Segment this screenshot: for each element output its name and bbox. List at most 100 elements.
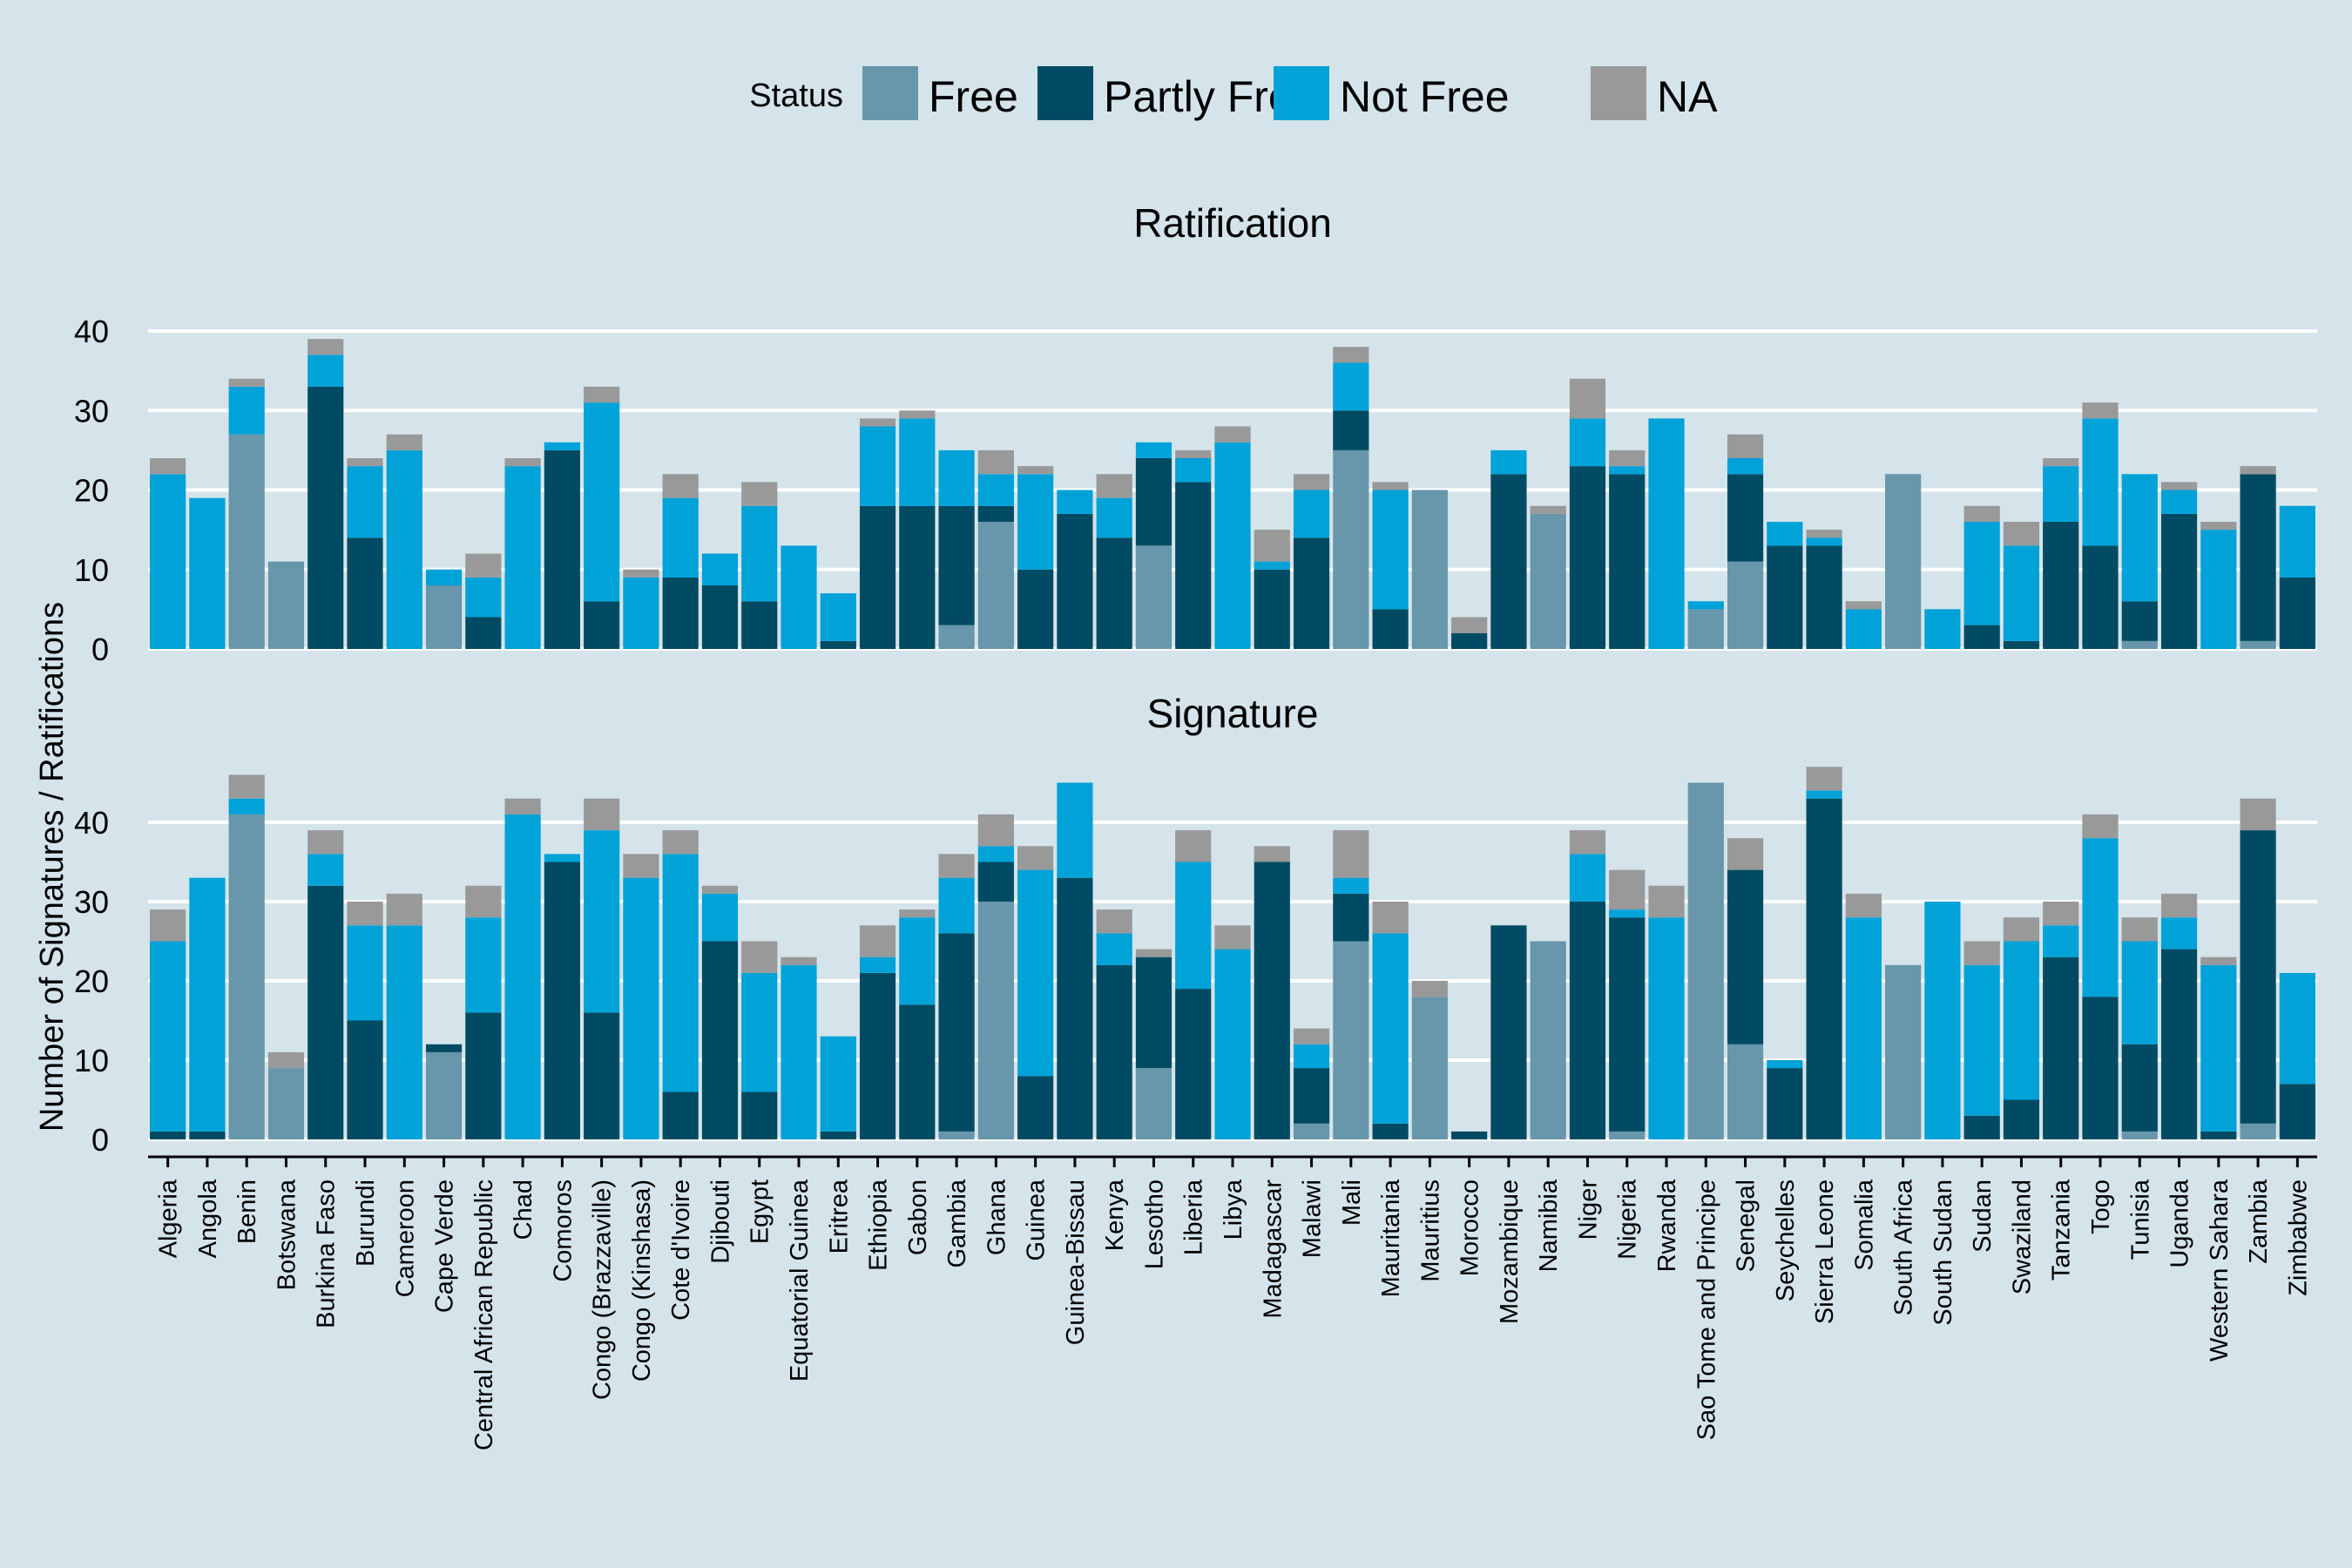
x-tick-label-burundi: Burundi — [352, 1179, 380, 1267]
bar-signature-egypt-partly-free — [741, 1092, 778, 1139]
bar-signature-algeria-na — [150, 909, 186, 942]
y-axis-label: Number of Signatures / Ratifications — [34, 602, 71, 1132]
bar-ratification-kenya-partly-free — [1096, 537, 1132, 649]
bar-ratification-togo-not-free — [2082, 418, 2119, 546]
bar-signature-central-african-republic-partly-free — [465, 1012, 502, 1139]
bar-signature-nigeria-free — [1609, 1131, 1646, 1139]
bar-ratification-mali-not-free — [1333, 362, 1369, 411]
legend-label-free: Free — [929, 72, 1018, 121]
x-tick-label-mozambique: Mozambique — [1496, 1179, 1524, 1324]
bar-ratification-madagascar-not-free — [1254, 561, 1290, 570]
bar-signature-gabon-partly-free — [899, 1004, 936, 1139]
bar-ratification-lesotho-free — [1135, 545, 1173, 649]
x-tick-label-sao-tome-and-principe: Sao Tome and Principe — [1693, 1179, 1720, 1440]
x-tick-label-sierra-leone: Sierra Leone — [1811, 1179, 1839, 1324]
bar-ratification-liberia-na — [1175, 449, 1212, 458]
legend-swatch-partly-free — [1037, 66, 1093, 120]
bar-signature-ghana-na — [977, 814, 1014, 847]
bar-ratification-madagascar-na — [1254, 530, 1290, 562]
x-tick-label-uganda: Uganda — [2166, 1179, 2194, 1267]
bar-ratification-guinea-partly-free — [1017, 569, 1054, 649]
legend-swatch-free — [862, 66, 918, 120]
bar-ratification-tanzania-na — [2043, 458, 2079, 467]
bar-ratification-uganda-not-free — [2160, 490, 2198, 514]
bar-signature-congo-brazzaville-na — [584, 798, 620, 831]
legend-title: Status — [749, 78, 843, 114]
x-tick-label-eritrea: Eritrea — [825, 1179, 853, 1254]
bar-ratification-south-africa-free — [1885, 474, 1922, 649]
bar-ratification-cameroon-not-free — [386, 449, 422, 649]
bar-signature-comoros-partly-free — [544, 862, 580, 1139]
bar-ratification-congo-kinshasa-na — [623, 569, 659, 578]
bar-ratification-central-african-republic-not-free — [465, 577, 502, 618]
bar-signature-malawi-not-free — [1293, 1044, 1330, 1069]
bar-ratification-mauritania-partly-free — [1372, 609, 1409, 649]
bar-ratification-mauritania-not-free — [1372, 490, 1409, 610]
bar-signature-sierra-leone-na — [1806, 767, 1842, 791]
bar-ratification-swaziland-not-free — [2003, 545, 2040, 641]
bar-ratification-benin-na — [228, 378, 265, 387]
bar-signature-sao-tome-and-principe-free — [1687, 782, 1724, 1139]
bar-signature-morocco-partly-free — [1451, 1131, 1488, 1139]
bar-signature-swaziland-not-free — [2003, 941, 2040, 1100]
bar-signature-gambia-not-free — [938, 877, 975, 934]
x-tick-label-mauritania: Mauritania — [1377, 1179, 1405, 1297]
legend-swatch-na — [1591, 66, 1646, 120]
bar-ratification-senegal-free — [1727, 561, 1764, 649]
bar-signature-rwanda-not-free — [1648, 917, 1685, 1139]
bar-ratification-gabon-partly-free — [899, 505, 936, 649]
bar-signature-angola-partly-free — [189, 1131, 226, 1139]
bar-ratification-ethiopia-partly-free — [859, 505, 896, 649]
bar-signature-zambia-na — [2240, 798, 2276, 831]
bar-signature-mauritania-not-free — [1372, 933, 1409, 1124]
bar-signature-nigeria-not-free — [1609, 909, 1646, 918]
bar-signature-tanzania-partly-free — [2043, 956, 2079, 1139]
bar-signature-djibouti-partly-free — [701, 941, 739, 1139]
bar-ratification-ghana-na — [977, 449, 1014, 475]
bar-signature-burundi-not-free — [347, 925, 383, 1021]
bar-ratification-malawi-na — [1293, 474, 1330, 490]
bar-signature-chad-na — [504, 798, 541, 814]
bar-signature-somalia-na — [1845, 893, 1882, 918]
bar-signature-rwanda-na — [1648, 885, 1685, 918]
bar-ratification-egypt-partly-free — [741, 601, 778, 649]
x-tick-label-seychelles: Seychelles — [1772, 1179, 1800, 1301]
bar-ratification-gambia-partly-free — [938, 505, 975, 625]
bar-signature-niger-partly-free — [1569, 902, 1606, 1139]
bar-signature-cote-d-ivoire-na — [662, 830, 699, 855]
x-tick-label-central-african-republic: Central African Republic — [470, 1179, 498, 1450]
bar-ratification-zimbabwe-partly-free — [2279, 577, 2315, 649]
bar-ratification-burkina-faso-na — [308, 339, 344, 355]
bar-ratification-tunisia-not-free — [2121, 474, 2158, 602]
x-tick-label-namibia: Namibia — [1535, 1179, 1563, 1272]
bar-signature-nigeria-na — [1609, 869, 1646, 910]
bar-signature-nigeria-partly-free — [1609, 917, 1646, 1132]
x-tick-label-senegal: Senegal — [1733, 1179, 1761, 1272]
bar-signature-western-sahara-na — [2200, 956, 2237, 965]
bar-ratification-tunisia-free — [2121, 640, 2158, 649]
x-tick-label-guinea: Guinea — [1023, 1179, 1051, 1260]
bar-signature-malawi-free — [1293, 1123, 1330, 1139]
bar-signature-sudan-na — [1963, 941, 2000, 965]
bar-signature-niger-not-free — [1569, 854, 1606, 902]
bar-signature-congo-kinshasa-not-free — [623, 877, 659, 1139]
bar-signature-uganda-partly-free — [2160, 949, 2198, 1139]
bar-ratification-south-sudan-not-free — [1924, 609, 1961, 649]
bar-signature-burundi-partly-free — [347, 1020, 383, 1139]
y-tick-label: 30 — [74, 393, 109, 429]
bar-ratification-togo-partly-free — [2082, 545, 2119, 649]
bar-ratification-ghana-free — [977, 522, 1014, 649]
bar-signature-equatorial-guinea-not-free — [781, 964, 817, 1139]
x-tick-label-togo: Togo — [2087, 1179, 2115, 1234]
bar-signature-zimbabwe-not-free — [2279, 972, 2315, 1085]
bar-ratification-sao-tome-and-principe-free — [1687, 609, 1724, 649]
bar-ratification-liberia-partly-free — [1175, 482, 1212, 649]
bar-ratification-nigeria-na — [1609, 449, 1646, 467]
x-tick-label-sudan: Sudan — [1969, 1179, 1997, 1253]
bar-signature-ethiopia-partly-free — [859, 972, 896, 1139]
bar-signature-ghana-partly-free — [977, 862, 1014, 902]
bar-ratification-liberia-not-free — [1175, 458, 1212, 483]
bar-signature-liberia-na — [1175, 830, 1212, 862]
bar-ratification-ethiopia-not-free — [859, 426, 896, 506]
